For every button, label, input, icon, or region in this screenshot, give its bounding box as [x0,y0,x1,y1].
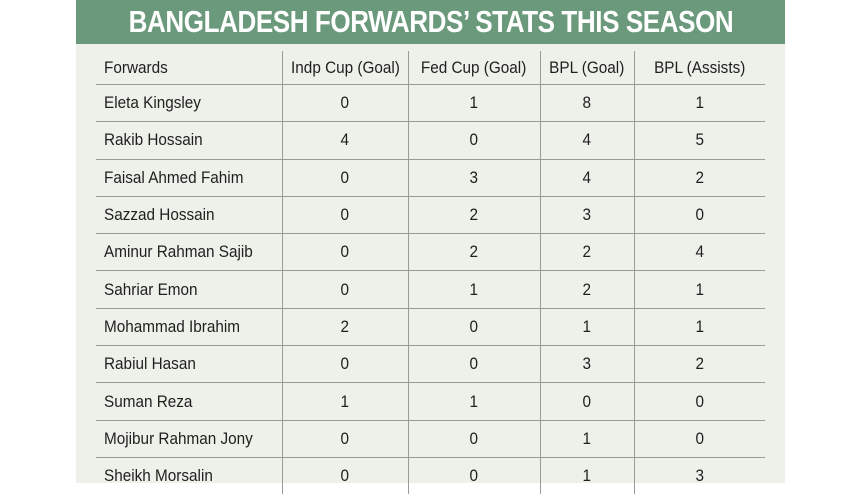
bpl-assists-cell: 0 [634,196,765,233]
indp-cup-goal-cell: 0 [282,85,408,122]
bpl-assists-cell: 1 [634,85,765,122]
bpl-assists-cell: 3 [634,457,765,494]
bpl-assists-cell: 5 [634,122,765,159]
bpl-assists-cell: 0 [634,420,765,457]
column-header-forwards: Forwards [96,51,282,85]
table-header-row: Forwards Indp Cup (Goal) Fed Cup (Goal) … [96,51,765,85]
player-name-cell: Mohammad Ibrahim [96,308,282,345]
fed-cup-goal-cell: 2 [408,196,540,233]
bpl-goal-cell: 1 [540,457,634,494]
player-name-cell: Mojibur Rahman Jony [96,420,282,457]
indp-cup-goal-cell: 0 [282,346,408,383]
bpl-assists-cell: 2 [634,346,765,383]
indp-cup-goal-cell: 0 [282,457,408,494]
stats-table: Forwards Indp Cup (Goal) Fed Cup (Goal) … [96,51,765,494]
fed-cup-goal-cell: 0 [408,308,540,345]
bpl-goal-cell: 8 [540,85,634,122]
player-name-cell: Aminur Rahman Sajib [96,234,282,271]
fed-cup-goal-cell: 1 [408,383,540,420]
title-bar: BANGLADESH FORWARDS’ STATS THIS SEASON [76,0,785,44]
fed-cup-goal-cell: 0 [408,346,540,383]
player-name-cell: Eleta Kingsley [96,85,282,122]
indp-cup-goal-cell: 2 [282,308,408,345]
indp-cup-goal-cell: 0 [282,234,408,271]
player-name-cell: Sahriar Emon [96,271,282,308]
indp-cup-goal-cell: 0 [282,159,408,196]
column-header-indp-cup: Indp Cup (Goal) [282,51,408,85]
bpl-goal-cell: 1 [540,420,634,457]
column-header-bpl-assists: BPL (Assists) [634,51,765,85]
player-name-cell: Sheikh Morsalin [96,457,282,494]
bpl-assists-cell: 4 [634,234,765,271]
indp-cup-goal-cell: 4 [282,122,408,159]
bpl-goal-cell: 1 [540,308,634,345]
bpl-goal-cell: 3 [540,346,634,383]
player-name-cell: Rakib Hossain [96,122,282,159]
bpl-goal-cell: 0 [540,383,634,420]
column-header-fed-cup: Fed Cup (Goal) [408,51,540,85]
player-name-cell: Faisal Ahmed Fahim [96,159,282,196]
fed-cup-goal-cell: 0 [408,420,540,457]
bpl-goal-cell: 4 [540,122,634,159]
fed-cup-goal-cell: 3 [408,159,540,196]
bpl-assists-cell: 0 [634,383,765,420]
bpl-assists-cell: 1 [634,308,765,345]
indp-cup-goal-cell: 0 [282,271,408,308]
bpl-goal-cell: 4 [540,159,634,196]
bpl-goal-cell: 2 [540,271,634,308]
bpl-goal-cell: 3 [540,196,634,233]
player-name-cell: Sazzad Hossain [96,196,282,233]
chart-title: BANGLADESH FORWARDS’ STATS THIS SEASON [128,4,733,40]
indp-cup-goal-cell: 1 [282,383,408,420]
fed-cup-goal-cell: 0 [408,122,540,159]
indp-cup-goal-cell: 0 [282,196,408,233]
bpl-assists-cell: 1 [634,271,765,308]
indp-cup-goal-cell: 0 [282,420,408,457]
fed-cup-goal-cell: 0 [408,457,540,494]
bpl-goal-cell: 2 [540,234,634,271]
fed-cup-goal-cell: 1 [408,271,540,308]
fed-cup-goal-cell: 2 [408,234,540,271]
bpl-assists-cell: 2 [634,159,765,196]
column-header-bpl-goal: BPL (Goal) [540,51,634,85]
player-name-cell: Rabiul Hasan [96,346,282,383]
player-name-cell: Suman Reza [96,383,282,420]
fed-cup-goal-cell: 1 [408,85,540,122]
